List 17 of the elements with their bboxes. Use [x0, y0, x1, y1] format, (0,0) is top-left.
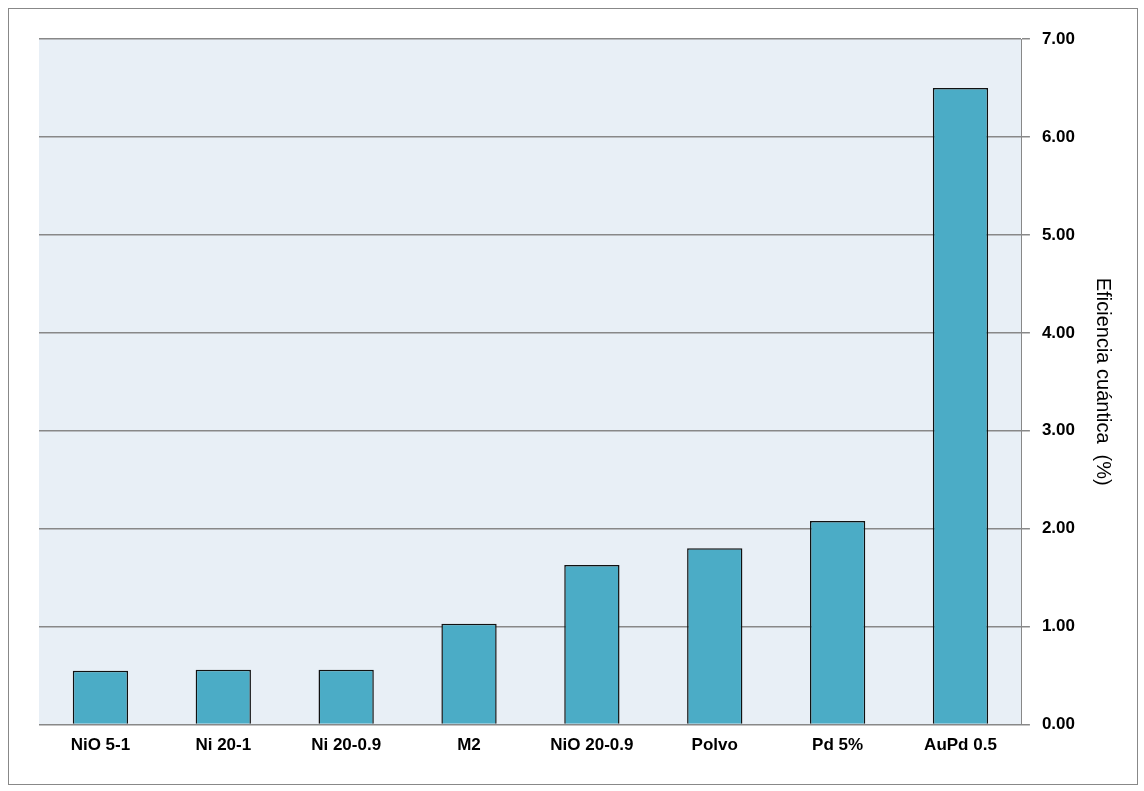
- y-tick-label: 1.00: [1041, 616, 1076, 636]
- y-tick-label: 6.00: [1041, 126, 1076, 146]
- y-tick-label: 0.00: [1041, 714, 1076, 734]
- y-tick-label: 4.00: [1041, 322, 1076, 342]
- y-axis-title: Eficiencia cuántica (%): [1093, 277, 1116, 486]
- x-tick-label: M2: [457, 735, 481, 755]
- y-tick-label: 5.00: [1041, 224, 1076, 244]
- x-tick-label: Polvo: [691, 735, 738, 755]
- y-tick-label: 2.00: [1041, 518, 1076, 538]
- x-tick-label: Ni 20-1: [195, 735, 252, 755]
- x-tick-label: AuPd 0.5: [924, 735, 997, 755]
- x-tick-label: Pd 5%: [812, 735, 864, 755]
- x-tick-label: Ni 20-0.9: [311, 735, 382, 755]
- x-tick-label: NiO 20-0.9: [550, 735, 634, 755]
- y-tick-label: 7.00: [1041, 28, 1076, 48]
- x-tick-label: NiO 5-1: [70, 735, 131, 755]
- y-tick-label: 3.00: [1041, 420, 1076, 440]
